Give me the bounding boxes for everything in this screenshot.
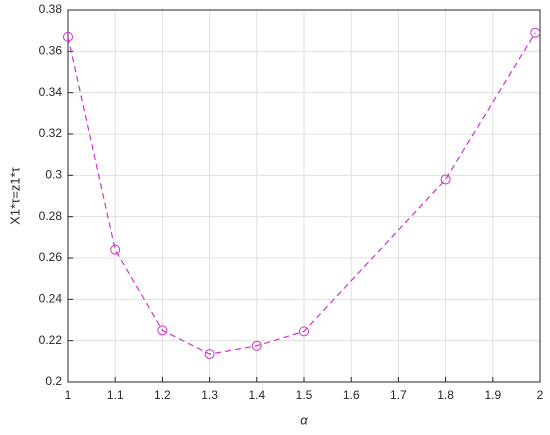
- y-tick-label: 0.28: [39, 209, 63, 223]
- y-tick-label: 0.22: [39, 333, 63, 347]
- y-axis-label: X1*τ=z1*τ: [7, 166, 22, 224]
- x-tick-label: 1.6: [343, 388, 360, 402]
- x-axis-label: α: [300, 412, 308, 427]
- x-tick-label: 2: [537, 388, 544, 402]
- y-tick-label: 0.24: [39, 292, 63, 306]
- y-tick-label: 0.32: [39, 126, 63, 140]
- y-tick-label: 0.3: [45, 168, 62, 182]
- data-point: [110, 244, 121, 255]
- x-tick-label: 1.3: [201, 388, 218, 402]
- x-tick-label: 1.5: [296, 388, 313, 402]
- y-tick-label: 0.34: [39, 85, 63, 99]
- data-point: [530, 27, 541, 38]
- data-point: [63, 31, 73, 42]
- x-tick-label: 1: [65, 388, 72, 402]
- data-point: [299, 326, 309, 337]
- x-tick-label: 1.2: [154, 388, 171, 402]
- x-tick-label: 1.4: [248, 388, 265, 402]
- data-point: [440, 174, 451, 185]
- x-tick-label: 1.8: [437, 388, 454, 402]
- data-point: [204, 349, 215, 360]
- y-tick-label: 0.38: [39, 2, 63, 16]
- y-tick-label: 0.2: [45, 374, 62, 388]
- x-tick-label: 1.7: [390, 388, 407, 402]
- plot-frame: [67, 9, 541, 383]
- x-tick-label: 1.1: [107, 388, 124, 402]
- data-line: [67, 32, 536, 355]
- y-tick-label: 0.26: [39, 250, 63, 264]
- x-tick-label: 1.9: [484, 388, 501, 402]
- data-point: [157, 325, 168, 336]
- data-point: [251, 340, 262, 351]
- y-tick-label: 0.36: [39, 44, 63, 58]
